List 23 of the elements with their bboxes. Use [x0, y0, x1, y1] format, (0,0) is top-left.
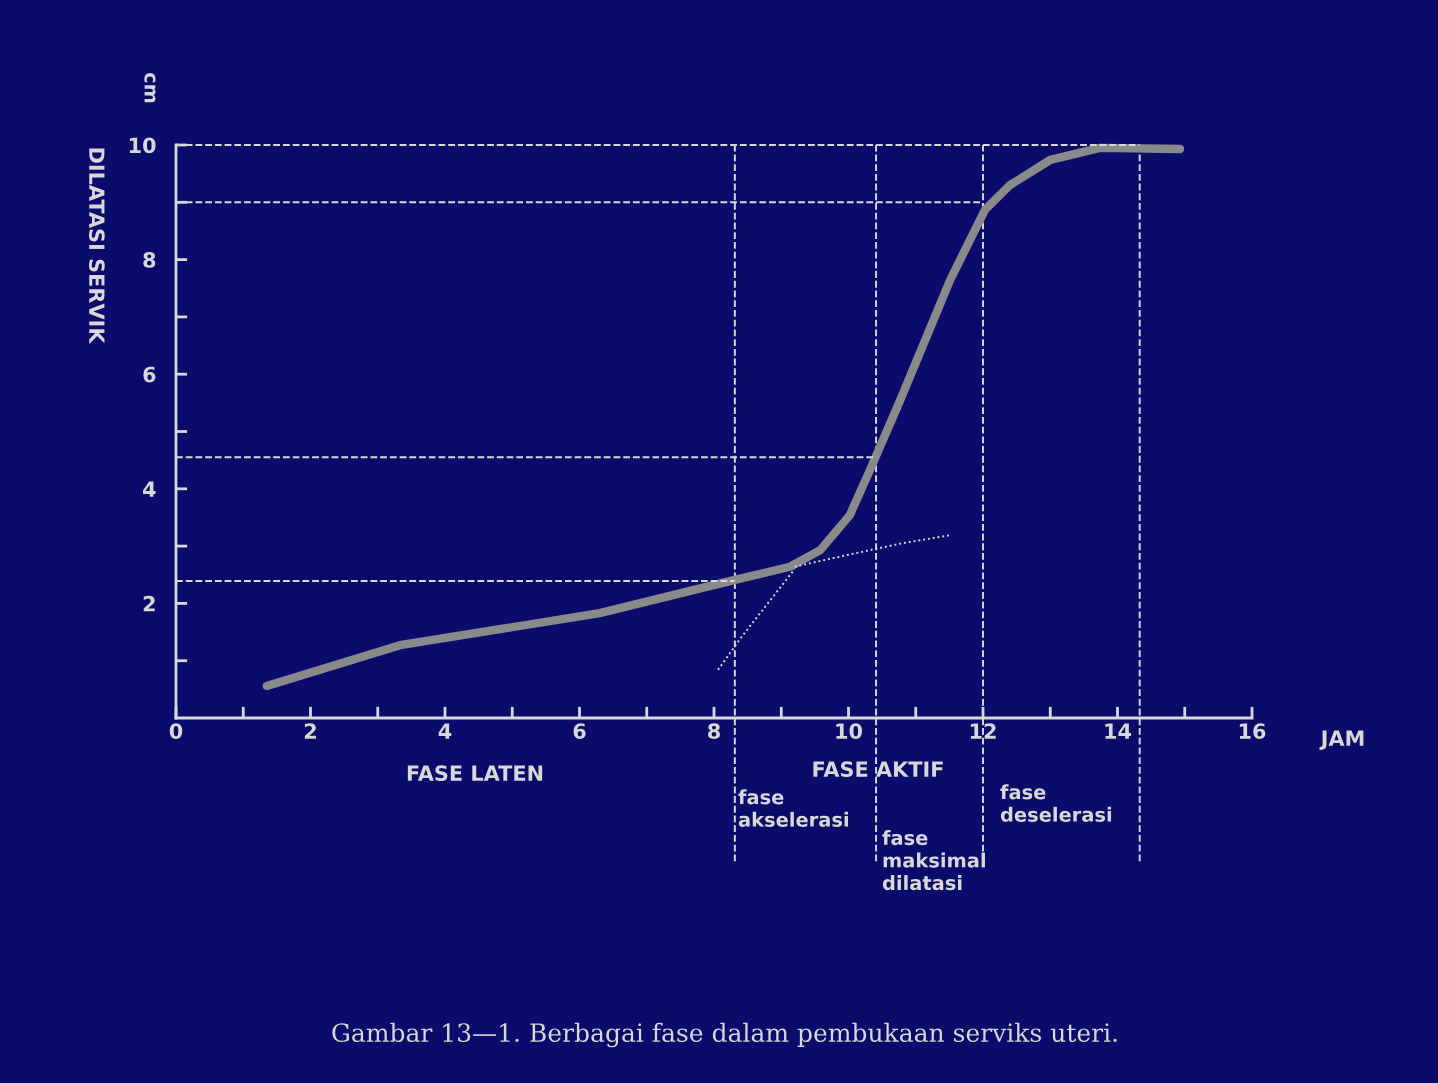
text: FASE LATEN	[407, 765, 543, 782]
text: cm	[144, 72, 156, 103]
x-axis-title: JAM	[1319, 730, 1364, 750]
text: FASE AKTIF	[813, 761, 943, 778]
x-tick-label: 4	[438, 723, 452, 739]
x-tick-label: 16	[1239, 723, 1266, 739]
x-tick-label: 14	[1105, 723, 1132, 739]
x-tick-label: 0	[169, 723, 183, 739]
text: fase maksimal dilatasi	[882, 830, 985, 891]
text: fase akselerasi	[738, 789, 848, 827]
x-tick-label: 2	[304, 723, 316, 739]
text: fase deselerasi	[1000, 784, 1112, 822]
y-tick-label: 10	[129, 137, 156, 154]
y-tick-label: 8	[143, 252, 156, 268]
x-tick-label: 8	[708, 723, 720, 739]
x-tick-label: 6	[573, 723, 586, 739]
y-axis-title: DILATASI SERVIK	[88, 148, 105, 345]
x-tick-label: 12	[970, 723, 996, 739]
text: Gambar 13—1. Berbagai fase dalam pembukaan serviks uteri.	[332, 1022, 1117, 1048]
x-tick-label: 10	[836, 723, 862, 739]
y-tick-label: 6	[143, 366, 156, 383]
y-tick-label: 2	[143, 595, 155, 612]
y-tick-label: 4	[143, 481, 156, 497]
